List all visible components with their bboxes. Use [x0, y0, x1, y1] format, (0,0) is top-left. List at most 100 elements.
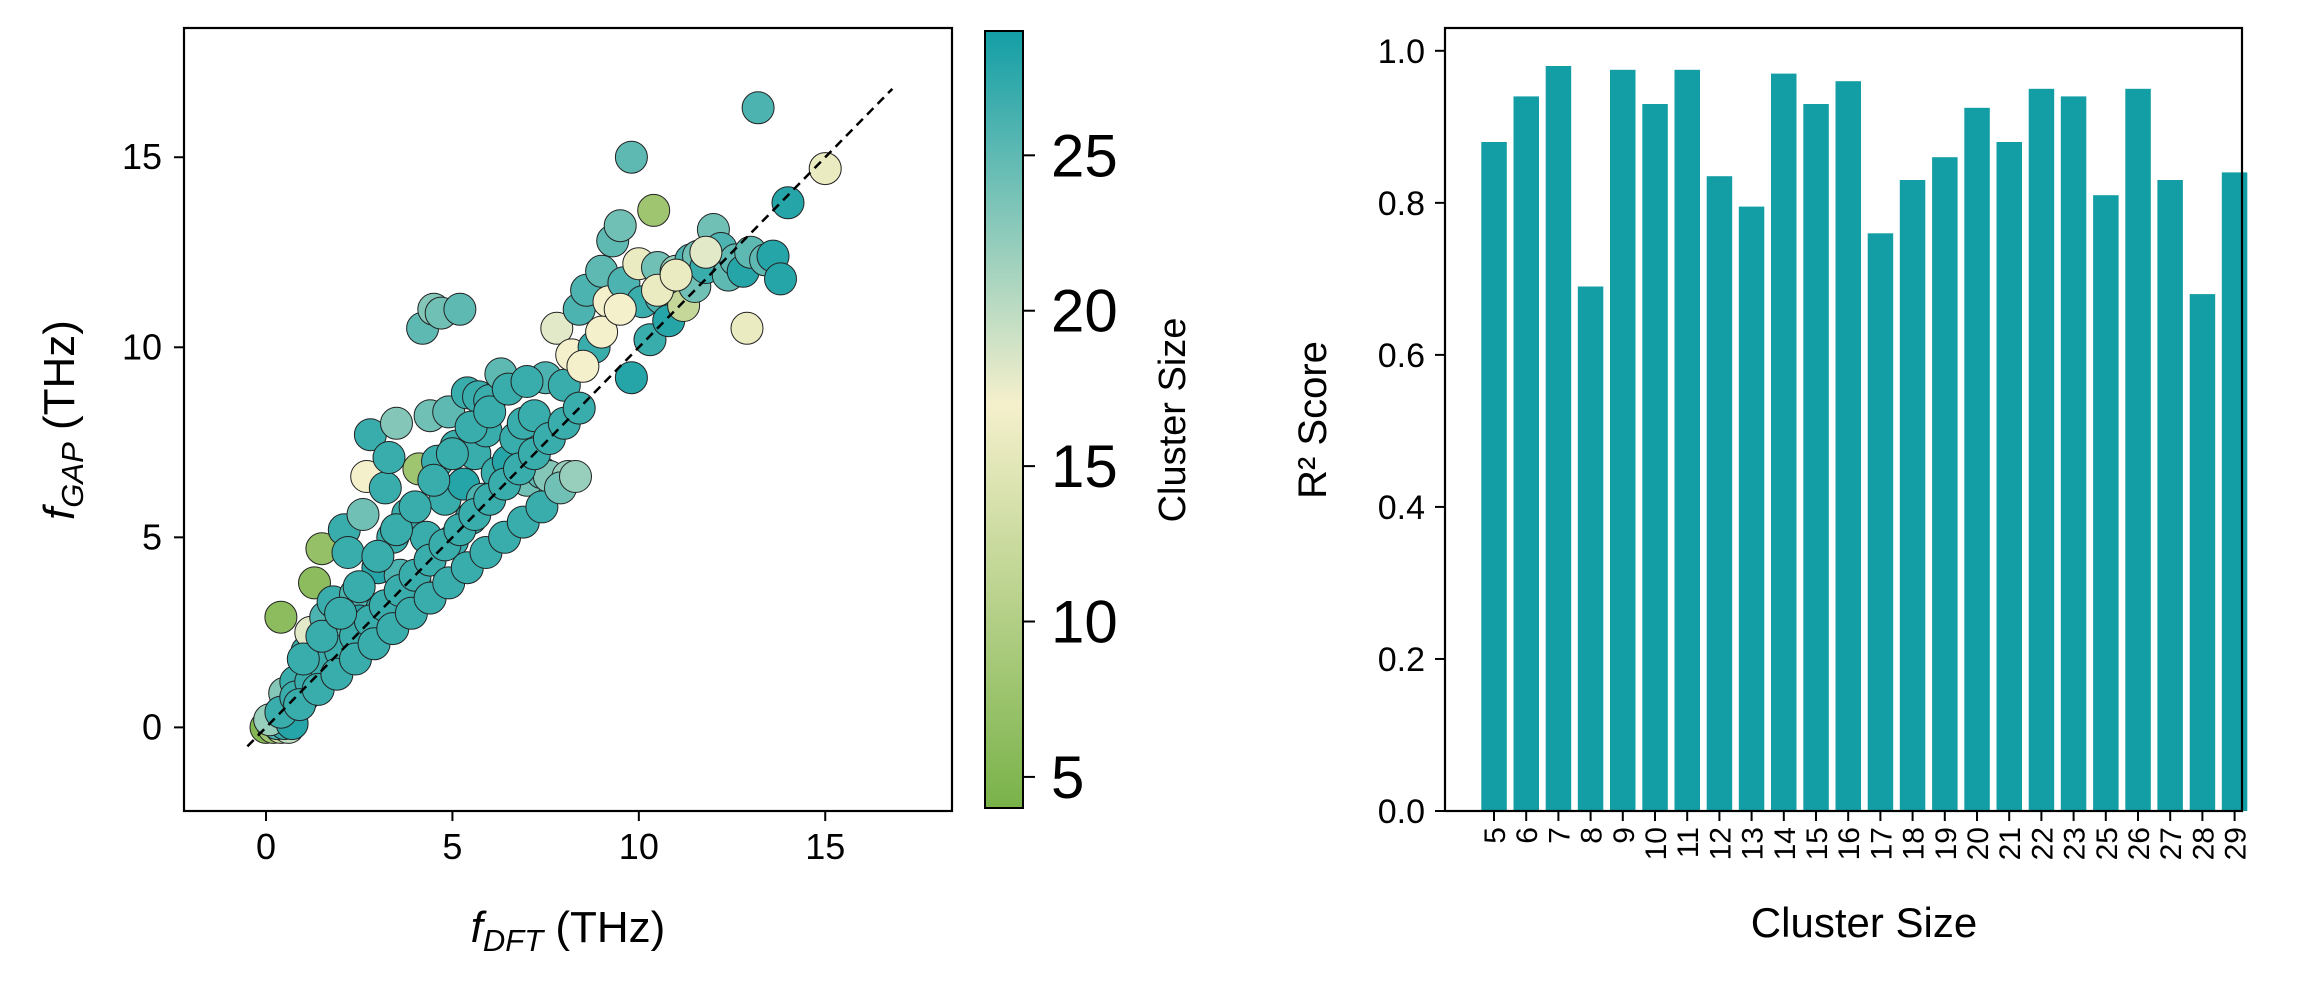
scatter-x-tick-label: 15 — [805, 826, 845, 867]
bar-y-tick-label: 1.0 — [1378, 33, 1425, 71]
scatter-point — [324, 596, 358, 630]
scatter-point — [585, 315, 619, 349]
bar-x-tick-label: 28 — [2187, 827, 2220, 860]
bar — [2221, 172, 2248, 811]
scatter-point — [730, 311, 764, 345]
bar — [1545, 66, 1572, 811]
scatter-point — [741, 91, 775, 125]
bar-x-tick-label: 16 — [1833, 827, 1866, 860]
scatter-y-tick-label: 5 — [142, 516, 162, 557]
scatter-y-tick-label: 0 — [142, 706, 162, 747]
bars — [1481, 66, 2248, 812]
bar — [1674, 69, 1700, 812]
scatter-point — [305, 619, 339, 653]
scatter-point — [264, 600, 298, 634]
bar — [2125, 88, 2151, 812]
scatter-point — [361, 539, 395, 573]
bar-y-axis-label: R² Score — [1291, 341, 1335, 499]
bar — [1513, 96, 1539, 811]
bar-x-tick-label: 15 — [1801, 827, 1834, 860]
scatter-point — [566, 349, 600, 383]
colorbar-tick-label: 20 — [1051, 278, 1118, 345]
scatter-point — [368, 471, 402, 505]
colorbar-tick-label: 25 — [1051, 122, 1118, 189]
scatter-y-tick-label: 10 — [122, 326, 162, 367]
bar — [1899, 180, 1926, 811]
bar — [2028, 88, 2055, 812]
bar-x-tick-label: 25 — [2091, 827, 2124, 860]
bar-x-axis-label: Cluster Size — [1751, 899, 1977, 946]
bar-x-tick-label: 21 — [1994, 827, 2027, 860]
bar — [1996, 142, 2022, 811]
colorbar-tick-label: 15 — [1051, 433, 1118, 500]
scatter-y-ticks: 0 5 10 15 — [122, 136, 184, 747]
colorbar-gradient — [984, 30, 1024, 809]
bar-x-tick-label: 5 — [1479, 827, 1512, 844]
scatter-point — [286, 642, 320, 676]
bar-panel: 0.0 0.2 0.4 0.6 0.8 1.0 5 6 7 8 9 10 11 12 13 14 15 16 17… — [1291, 26, 2253, 946]
scatter-x-tick-label: 0 — [256, 826, 276, 867]
bar — [2093, 195, 2119, 811]
bar-x-tick-label: 27 — [2155, 827, 2188, 860]
scatter-point — [808, 152, 842, 186]
bar-y-tick-label: 0.2 — [1378, 641, 1425, 679]
bar-x-tick-label: 22 — [2026, 827, 2059, 860]
bar — [1481, 142, 1507, 811]
scatter-point — [659, 258, 693, 292]
scatter-point — [614, 361, 648, 395]
bar-x-tick-label: 14 — [1769, 827, 1802, 860]
bar — [1771, 73, 1797, 812]
bar-y-tick-label: 0.8 — [1378, 185, 1425, 223]
bar-x-tick-label: 6 — [1511, 827, 1544, 844]
bar — [1803, 104, 1829, 811]
scatter-point — [603, 209, 637, 243]
bar-axes-frame — [1443, 26, 2244, 813]
bar — [1964, 107, 1990, 812]
scatter-point — [443, 292, 477, 326]
scatter-point — [380, 513, 413, 547]
bar — [1577, 286, 1604, 811]
bar — [2189, 294, 2216, 812]
scatter-x-ticks: 0 5 10 15 — [256, 811, 845, 867]
bar — [2060, 96, 2087, 811]
colorbar: 5 10 15 20 25 Cluster Size — [984, 30, 1194, 811]
bar-x-tick-label: 13 — [1737, 827, 1770, 860]
colorbar-tick-label: 5 — [1051, 744, 1084, 811]
bar — [1867, 233, 1894, 812]
bar-x-tick-label: 19 — [1930, 827, 1963, 860]
scatter-x-tick-label: 10 — [619, 826, 659, 867]
bar-x-tick-label: 11 — [1672, 827, 1705, 858]
scatter-point — [331, 536, 365, 569]
colorbar-label: Cluster Size — [1152, 318, 1194, 523]
colorbar-ticks: 5 10 15 20 25 — [1023, 122, 1118, 811]
scatter-point — [637, 193, 671, 227]
scatter-point — [342, 570, 376, 604]
bar-x-tick-label: 17 — [1865, 827, 1898, 860]
bar — [1835, 81, 1861, 811]
bar-x-tick-label: 10 — [1640, 827, 1673, 860]
bar-x-tick-label: 12 — [1704, 827, 1737, 860]
bar-x-tick-label: 18 — [1898, 827, 1931, 860]
bar — [1932, 157, 1958, 811]
bar-y-ticks: 0.0 0.2 0.4 0.6 0.8 1.0 — [1378, 33, 1445, 831]
scatter-y-axis-label: fGAP (THz) — [35, 320, 90, 520]
bar — [1610, 69, 1636, 812]
bar-x-tick-label: 29 — [2220, 827, 2253, 860]
scatter-point — [614, 140, 648, 174]
scatter-point — [380, 406, 413, 440]
bar-y-tick-label: 0.4 — [1378, 489, 1425, 527]
scatter-x-axis-label: fDFT (THz) — [471, 903, 666, 958]
bar-y-tick-label: 0.6 — [1378, 337, 1425, 375]
bar-x-tick-label: 7 — [1543, 827, 1576, 844]
identity-line — [246, 87, 894, 748]
bar-x-tick-label: 20 — [1962, 827, 1995, 860]
scatter-point — [435, 437, 469, 471]
scatter-point — [559, 460, 592, 493]
scatter-x-tick-label: 5 — [442, 826, 462, 867]
scatter-point — [764, 262, 797, 296]
bar — [1706, 176, 1733, 811]
scatter-points — [249, 91, 842, 744]
bar-x-ticks: 5 6 7 8 9 10 11 12 13 14 15 16 17 18 19 20 21 22 23 25 26 27 2… — [1479, 811, 2253, 860]
scatter-point — [417, 463, 451, 497]
scatter-y-tick-label: 15 — [122, 136, 162, 177]
